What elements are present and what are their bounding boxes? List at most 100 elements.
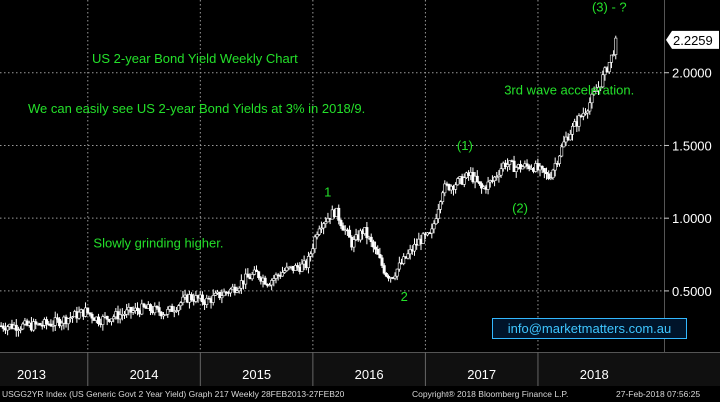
candle-body bbox=[352, 239, 356, 248]
candle-body bbox=[456, 178, 460, 186]
candle-body bbox=[235, 290, 239, 293]
candle-body bbox=[612, 54, 616, 56]
candle-body bbox=[313, 236, 317, 250]
candle-body bbox=[306, 256, 310, 269]
candle-body bbox=[443, 183, 447, 194]
candle-body bbox=[244, 273, 248, 285]
candle-body bbox=[525, 163, 529, 167]
annotation-label: 1 bbox=[324, 184, 331, 199]
candle-body bbox=[97, 316, 101, 324]
candle-body bbox=[164, 313, 168, 316]
candle-body bbox=[148, 304, 152, 312]
candle-body bbox=[586, 110, 590, 114]
candle-body bbox=[170, 305, 174, 312]
candle-body bbox=[112, 316, 116, 320]
candle-body bbox=[376, 248, 380, 255]
candle-body bbox=[570, 125, 574, 135]
y-tick-label: 0.5000 bbox=[672, 284, 712, 299]
annotation-label: Slowly grinding higher. bbox=[93, 235, 223, 250]
candle-body bbox=[229, 288, 233, 294]
candle-body bbox=[454, 184, 458, 190]
y-tick-label: 1.0000 bbox=[672, 211, 712, 226]
candle-body bbox=[324, 221, 328, 224]
candle-body bbox=[250, 274, 254, 280]
footer-bar: USGG2YR Index (US Generic Govt 2 Year Yi… bbox=[0, 386, 720, 402]
last-price-flag bbox=[666, 30, 719, 49]
candle-body bbox=[592, 91, 596, 95]
candle-body bbox=[40, 324, 44, 327]
candle-body bbox=[322, 223, 326, 229]
candle-body bbox=[434, 218, 438, 225]
x-tick-label: 2016 bbox=[355, 367, 384, 382]
last-price-label: 2.2259 bbox=[673, 33, 713, 48]
chart-title: US 2-year Bond Yield Weekly Chart bbox=[92, 51, 298, 66]
candle-body bbox=[317, 228, 321, 235]
candle-body bbox=[432, 223, 436, 230]
candle-body bbox=[220, 295, 224, 299]
candle-body bbox=[60, 322, 64, 327]
annotation-label: (2) bbox=[512, 200, 528, 215]
candle-body bbox=[438, 201, 442, 210]
candle-body bbox=[86, 307, 90, 314]
candle-body bbox=[408, 249, 412, 255]
candle-body bbox=[155, 305, 159, 308]
candle-body bbox=[233, 286, 237, 293]
candle-body bbox=[547, 173, 551, 179]
candle-body bbox=[129, 307, 133, 313]
candle-body bbox=[441, 192, 445, 202]
candle-body bbox=[122, 313, 126, 316]
last-price-marker bbox=[666, 30, 719, 49]
candle-body bbox=[274, 274, 278, 279]
candle-body bbox=[562, 141, 566, 148]
x-tick-label: 2017 bbox=[467, 367, 496, 382]
bond-yield-chart: 0.5000 1.0000 1.5000 2.0000 2013 2014 2015 2016… bbox=[0, 0, 720, 386]
candle-body bbox=[19, 328, 23, 331]
candle-body bbox=[319, 227, 323, 230]
x-tick-label: 2015 bbox=[242, 367, 271, 382]
x-tick-label: 2014 bbox=[130, 367, 159, 382]
candle-body bbox=[326, 218, 330, 223]
candle-body bbox=[601, 74, 605, 88]
candle-body bbox=[339, 220, 343, 227]
candle-body bbox=[395, 268, 399, 277]
candle-body bbox=[205, 297, 209, 305]
candle-body bbox=[125, 309, 129, 315]
candle-body bbox=[596, 86, 600, 91]
candle-body bbox=[614, 37, 618, 55]
candle-body bbox=[380, 257, 384, 266]
candle-body bbox=[475, 175, 479, 182]
candle-body bbox=[387, 275, 391, 279]
footer-security-info: USGG2YR Index (US Generic Govt 2 Year Yi… bbox=[2, 389, 345, 399]
candle-body bbox=[88, 312, 92, 315]
candle-body bbox=[393, 275, 397, 279]
candle-body bbox=[384, 272, 388, 277]
chart-subtitle: We can easily see US 2-year Bond Yields … bbox=[28, 101, 365, 116]
candle-body bbox=[45, 319, 49, 325]
candle-body bbox=[521, 166, 525, 170]
candle-body bbox=[14, 324, 18, 331]
candle-body bbox=[66, 318, 70, 325]
candle-body bbox=[378, 254, 382, 259]
candle-body bbox=[296, 265, 300, 268]
candle-body bbox=[53, 317, 57, 326]
candle-body bbox=[6, 326, 10, 331]
candle-body bbox=[246, 273, 250, 278]
candle-body bbox=[142, 303, 146, 307]
footer-copyright: Copyright® 2018 Bloomberg Finance L.P. bbox=[412, 389, 569, 399]
candle-body bbox=[101, 316, 105, 325]
footer-timestamp: 27-Feb-2018 07:56:25 bbox=[616, 389, 701, 399]
candle-body bbox=[287, 266, 291, 269]
candle-body bbox=[599, 86, 603, 89]
candle-body bbox=[436, 208, 440, 219]
candle-body bbox=[300, 263, 304, 272]
candle-body bbox=[255, 269, 259, 272]
candle-body bbox=[406, 253, 410, 259]
candle-body bbox=[200, 294, 204, 303]
candle-body bbox=[413, 243, 417, 252]
candle-body bbox=[131, 310, 135, 313]
annotation-label: 3rd wave acceleration. bbox=[504, 83, 634, 98]
candle-body bbox=[283, 270, 287, 273]
candle-body bbox=[177, 305, 181, 311]
candle-body bbox=[430, 228, 434, 234]
candle-body bbox=[558, 155, 562, 164]
